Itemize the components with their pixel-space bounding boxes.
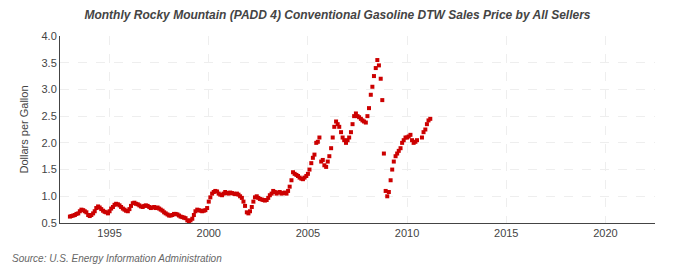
svg-text:2010: 2010 xyxy=(395,227,419,239)
svg-text:1.5: 1.5 xyxy=(42,163,57,175)
svg-text:0.5: 0.5 xyxy=(42,217,57,229)
svg-text:2000: 2000 xyxy=(197,227,221,239)
svg-text:3.0: 3.0 xyxy=(42,83,57,95)
svg-text:3.5: 3.5 xyxy=(42,57,57,69)
svg-text:4.0: 4.0 xyxy=(42,30,57,42)
svg-text:Monthly Rocky Mountain (PADD 4: Monthly Rocky Mountain (PADD 4) Conventi… xyxy=(84,8,590,22)
svg-text:2.5: 2.5 xyxy=(42,110,57,122)
svg-text:Dollars per Gallon: Dollars per Gallon xyxy=(18,85,30,173)
svg-text:1995: 1995 xyxy=(97,227,121,239)
svg-text:2020: 2020 xyxy=(593,227,617,239)
svg-text:1.0: 1.0 xyxy=(42,190,57,202)
svg-text:2015: 2015 xyxy=(494,227,518,239)
svg-text:Source: U.S. Energy Informatio: Source: U.S. Energy Information Administ… xyxy=(12,253,222,264)
svg-text:2005: 2005 xyxy=(296,227,320,239)
svg-text:2.0: 2.0 xyxy=(42,137,57,149)
